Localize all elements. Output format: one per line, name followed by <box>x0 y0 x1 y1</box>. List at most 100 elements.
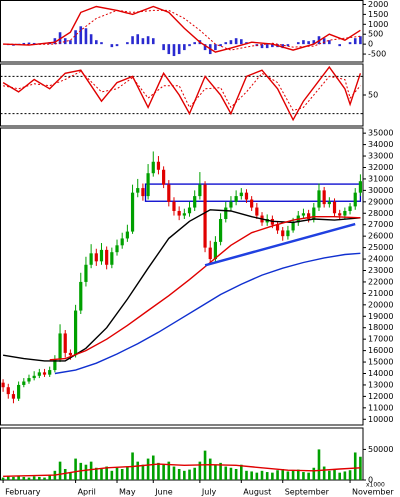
bar <box>32 42 36 45</box>
bar <box>353 38 357 45</box>
candle-body <box>358 181 363 193</box>
bar <box>348 42 352 45</box>
bar <box>193 467 196 480</box>
candle-body <box>115 245 119 253</box>
y-tick-label: 500 <box>368 30 383 39</box>
y-tick-label: 29000 <box>368 197 393 206</box>
y-tick-label: 1500 <box>368 10 388 19</box>
bar <box>183 470 186 480</box>
bar <box>43 477 46 480</box>
bar <box>312 40 316 45</box>
candle-body <box>275 224 280 231</box>
bar <box>6 476 10 480</box>
bar <box>229 467 233 480</box>
bar <box>291 470 295 480</box>
bar <box>74 458 77 480</box>
bar <box>214 44 217 51</box>
x-tick-label: June <box>154 488 173 497</box>
bar <box>224 466 228 480</box>
bar <box>151 455 155 480</box>
line <box>3 5 361 53</box>
candle-body <box>11 394 16 399</box>
bar <box>359 36 362 45</box>
candle-body <box>343 210 347 216</box>
x-tick-label: July <box>201 488 217 497</box>
y-tick-label: 21000 <box>368 289 393 298</box>
bar <box>110 44 114 48</box>
candle-body <box>6 387 10 395</box>
candle-body <box>250 199 254 208</box>
y-tick-label: 28000 <box>368 209 393 218</box>
bar <box>136 461 140 480</box>
candle-body <box>63 333 67 353</box>
bar <box>338 472 341 480</box>
bar <box>302 472 305 480</box>
candle-body <box>73 310 78 356</box>
y-tick-label: 18000 <box>368 323 393 332</box>
bar <box>141 464 145 480</box>
bar <box>100 468 103 480</box>
bar <box>38 476 41 480</box>
bar <box>214 464 217 480</box>
bar <box>188 44 191 47</box>
bar <box>146 36 150 45</box>
bar <box>115 44 119 47</box>
bar <box>22 42 26 45</box>
bar <box>177 44 181 55</box>
candle-body <box>99 249 104 262</box>
candle-body <box>317 190 321 208</box>
y-tick-label: 12000 <box>368 392 393 401</box>
candle-body <box>162 169 166 185</box>
y-tick-label: 50 <box>368 91 378 100</box>
y-tick-label: 32000 <box>368 163 393 172</box>
bar <box>234 468 238 480</box>
bar <box>63 468 67 480</box>
candle-body <box>327 201 331 205</box>
candle-body <box>156 161 161 170</box>
line <box>2 209 361 362</box>
signal-line <box>3 70 361 112</box>
bar <box>89 461 93 480</box>
y-tick-label: 15000 <box>368 358 393 367</box>
bar <box>69 472 72 480</box>
bar <box>12 476 15 480</box>
y-tick-label: 0 <box>368 40 373 49</box>
bar <box>265 472 269 480</box>
bar <box>22 476 26 480</box>
candle-body <box>348 206 352 211</box>
candle-body <box>332 201 337 214</box>
bar <box>240 39 243 45</box>
bar <box>255 472 259 480</box>
line <box>2 65 362 122</box>
y-tick-label: 17000 <box>368 335 393 344</box>
candle-body <box>141 188 145 197</box>
x-tick-label: August <box>243 488 271 497</box>
bar <box>353 452 357 480</box>
bar <box>172 466 176 480</box>
y-tick-label: 11000 <box>368 403 393 412</box>
bar <box>234 38 238 45</box>
bar <box>126 466 129 480</box>
bar <box>302 40 305 45</box>
line <box>3 463 361 477</box>
candle-body <box>291 222 295 231</box>
bar <box>322 38 326 45</box>
bar <box>198 461 202 480</box>
bar <box>157 462 160 480</box>
bar <box>312 467 316 480</box>
y-tick-label: 25000 <box>368 243 393 252</box>
candle-body <box>37 372 41 376</box>
bar <box>136 34 140 45</box>
bar <box>100 42 103 45</box>
candle-body <box>1 382 5 388</box>
candle-body <box>84 264 88 282</box>
x-tick-label: November <box>352 488 394 497</box>
bar <box>348 470 352 480</box>
candle-body <box>17 384 21 399</box>
candle-body <box>94 253 98 262</box>
candle-body <box>105 249 109 265</box>
candle-body <box>255 207 259 216</box>
bar <box>84 464 88 480</box>
line <box>49 216 361 361</box>
x-tick-label: February <box>5 488 41 497</box>
